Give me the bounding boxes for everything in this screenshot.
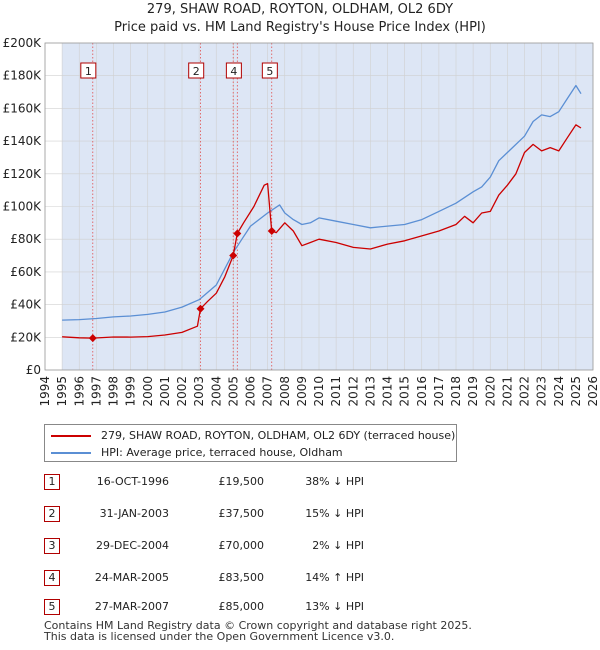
x-tick-label: 2003 [192, 376, 206, 407]
y-tick-label: £40K [10, 298, 42, 312]
row-hpi-change: 15% ↓ HPI [305, 507, 364, 520]
x-tick-label: 2022 [518, 376, 532, 407]
chart-legend: 279, SHAW ROAD, ROYTON, OLDHAM, OL2 6DY … [44, 424, 457, 462]
x-tick-label: 2017 [432, 376, 446, 407]
sale-number-box [80, 62, 97, 79]
x-tick-label: 2007 [261, 376, 275, 407]
x-tick-label: 2016 [415, 376, 429, 407]
sale-point [233, 229, 242, 238]
x-tick-label: 2006 [244, 376, 258, 407]
row-price: £70,000 [218, 539, 265, 552]
x-tick-label: 2009 [295, 376, 309, 407]
x-tick-label: 2024 [552, 376, 566, 407]
row-price: £37,500 [218, 507, 265, 520]
sale-point [196, 304, 205, 313]
sale-number-box [188, 62, 205, 79]
footer-copyright: Contains HM Land Registry data © Crown c… [44, 619, 472, 632]
chart-title: 279, SHAW ROAD, ROYTON, OLDHAM, OL2 6DY [147, 2, 453, 17]
x-tick-label: 2002 [175, 376, 189, 407]
row-number-badge: 3 [44, 538, 60, 554]
y-tick-label: £100K [3, 200, 43, 214]
sale-number-label: 4 [230, 65, 237, 78]
sale-point [88, 334, 97, 343]
sale-number-label: 2 [193, 65, 200, 78]
x-tick-label: 2023 [535, 376, 549, 407]
row-date: 16-OCT-1996 [96, 475, 169, 488]
y-tick-label: £20K [10, 330, 42, 344]
chart-subtitle: Price paid vs. HM Land Registry's House … [114, 20, 486, 35]
y-tick-label: £120K [3, 167, 43, 181]
price-chart: 279, SHAW ROAD, ROYTON, OLDHAM, OL2 6DY … [3, 2, 600, 407]
plot-frame [44, 42, 594, 371]
x-tick-label: 2013 [363, 376, 377, 407]
legend-swatch-hpi [51, 452, 91, 454]
x-tick-label: 1997 [89, 376, 103, 407]
x-tick-label: 2014 [381, 376, 395, 407]
x-tick-label: 2004 [209, 376, 223, 407]
row-date: 31-JAN-2003 [99, 507, 169, 520]
x-tick-label: 1995 [55, 376, 69, 407]
table-row: 2 31-JAN-2003 £37,500 15% ↓ HPI [44, 506, 444, 526]
sale-number-box [261, 62, 278, 79]
row-hpi-change: 38% ↓ HPI [305, 475, 364, 488]
footer-attribution: Contains HM Land Registry data © Crown c… [44, 620, 472, 642]
table-row: 5 27-MAR-2007 £85,000 13% ↓ HPI [44, 599, 444, 619]
table-row: 3 29-DEC-2004 £70,000 2% ↓ HPI [44, 538, 444, 558]
x-tick-label: 2000 [141, 376, 155, 407]
x-tick-label: 2021 [500, 376, 514, 407]
x-tick-label: 2020 [483, 376, 497, 407]
table-row: 4 24-MAR-2005 £83,500 14% ↑ HPI [44, 570, 444, 590]
x-tick-label: 2015 [398, 376, 412, 407]
legend-label-price: 279, SHAW ROAD, ROYTON, OLDHAM, OL2 6DY … [101, 429, 456, 442]
y-tick-label: £200K [3, 36, 43, 50]
x-tick-label: 2012 [346, 376, 360, 407]
row-price: £83,500 [218, 571, 265, 584]
y-tick-label: £180K [3, 69, 43, 83]
sale-number-label: 1 [85, 65, 92, 78]
hpi-series-line [62, 84, 582, 321]
x-tick-label: 2019 [466, 376, 480, 407]
legend-swatch-price [51, 435, 91, 437]
x-tick-label: 2005 [226, 376, 240, 407]
x-tick-label: 2010 [312, 376, 326, 407]
row-number-badge: 1 [44, 474, 60, 490]
row-hpi-change: 2% ↓ HPI [312, 539, 364, 552]
y-tick-label: £60K [10, 265, 42, 279]
x-tick-label: 2026 [586, 376, 600, 407]
row-number-badge: 2 [44, 506, 60, 522]
row-number-badge: 5 [44, 599, 60, 615]
row-date: 27-MAR-2007 [94, 600, 169, 613]
x-tick-label: 2011 [329, 376, 343, 407]
x-tick-label: 1998 [107, 376, 121, 407]
x-tick-label: 2025 [569, 376, 583, 407]
x-tick-label: 2018 [449, 376, 463, 407]
y-tick-label: £0 [26, 363, 41, 377]
footer-licence: This data is licensed under the Open Gov… [44, 630, 395, 643]
sale-number-box [225, 62, 242, 79]
sale-point [267, 227, 276, 236]
table-row: 1 16-OCT-1996 £19,500 38% ↓ HPI [44, 474, 444, 494]
y-tick-label: £160K [3, 101, 43, 115]
sale-point [229, 251, 238, 260]
x-tick-label: 1999 [124, 376, 138, 407]
y-tick-label: £80K [10, 232, 42, 246]
row-price: £19,500 [218, 475, 265, 488]
y-tick-label: £140K [3, 134, 43, 148]
legend-label-hpi: HPI: Average price, terraced house, Oldh… [101, 446, 343, 459]
sale-number-label: 5 [266, 65, 273, 78]
row-hpi-change: 14% ↑ HPI [305, 571, 364, 584]
row-date: 29-DEC-2004 [95, 539, 169, 552]
row-price: £85,000 [218, 600, 265, 613]
row-number-badge: 4 [44, 570, 60, 586]
x-tick-label: 1994 [38, 376, 52, 407]
x-tick-label: 2001 [158, 376, 172, 407]
price-series-line [62, 124, 582, 339]
row-hpi-change: 13% ↓ HPI [305, 600, 364, 613]
row-date: 24-MAR-2005 [94, 571, 169, 584]
x-tick-label: 2008 [278, 376, 292, 407]
x-tick-label: 1996 [72, 376, 86, 407]
